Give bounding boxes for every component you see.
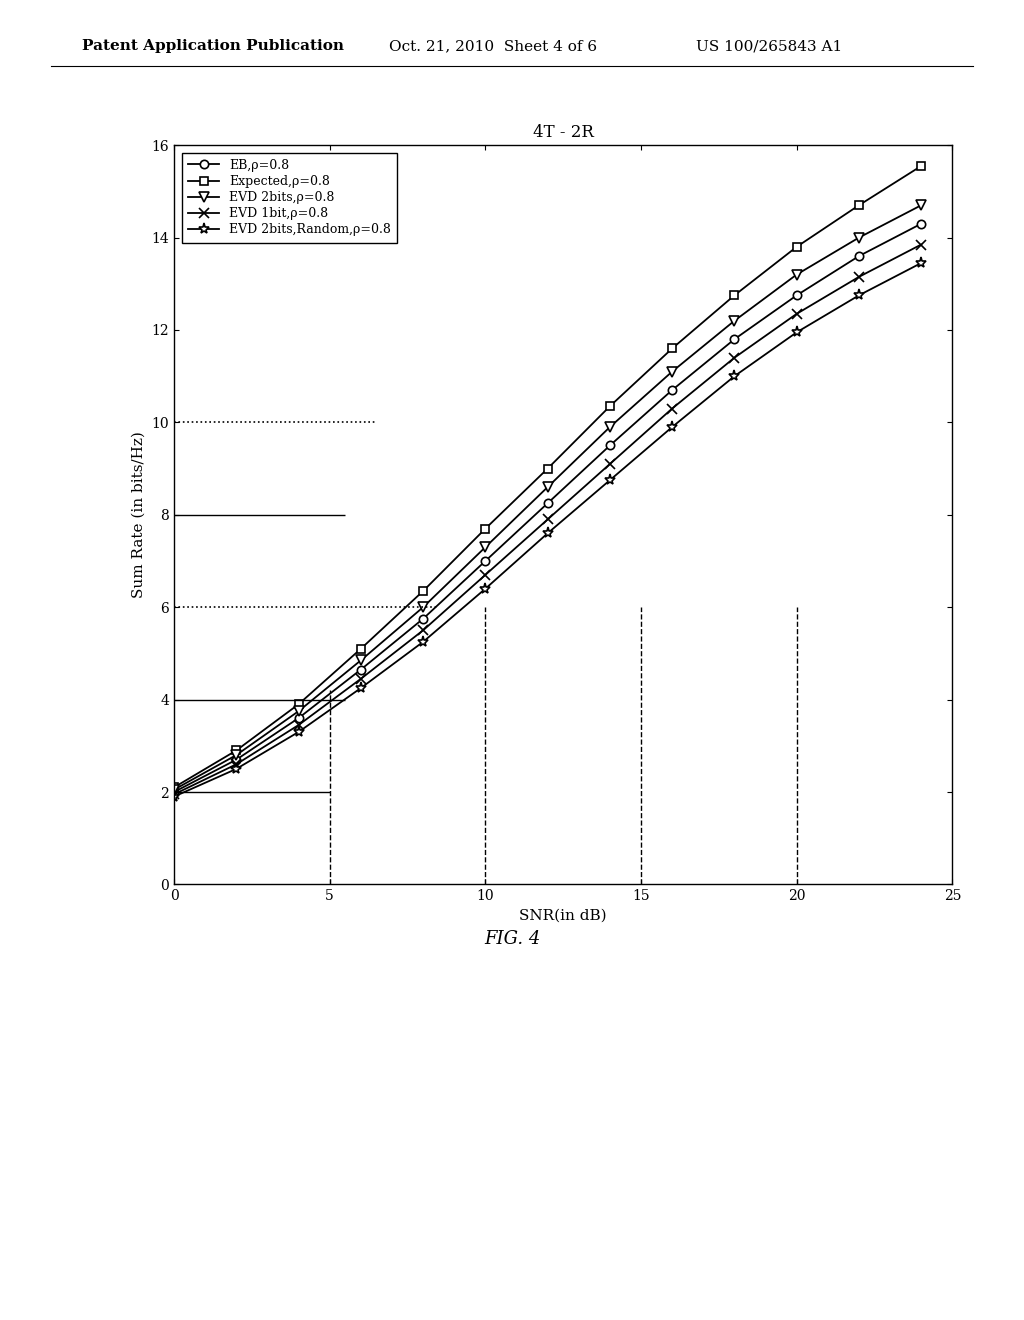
EVD 2bits,Random,ρ=0.8: [479, 581, 492, 597]
EVD 2bits,Random,ρ=0.8: [728, 368, 740, 384]
EB,ρ=0.8: [604, 437, 616, 453]
EVD 2bits,Random,ρ=0.8: [542, 525, 554, 541]
EB,ρ=0.8: [666, 383, 678, 399]
EVD 1bit,ρ=0.8: [479, 566, 492, 582]
EVD 2bits,Random,ρ=0.8: [791, 325, 803, 341]
EB,ρ=0.8: [354, 661, 367, 677]
EVD 2bits,ρ=0.8: [354, 652, 367, 668]
EVD 2bits,Random,ρ=0.8: [853, 288, 865, 304]
Expected,ρ=0.8: [853, 197, 865, 213]
EVD 2bits,Random,ρ=0.8: [417, 634, 429, 649]
EB,ρ=0.8: [915, 215, 928, 231]
EVD 2bits,ρ=0.8: [791, 267, 803, 282]
Expected,ρ=0.8: [666, 341, 678, 356]
EVD 2bits,ρ=0.8: [168, 781, 180, 797]
EVD 2bits,ρ=0.8: [417, 599, 429, 615]
Expected,ρ=0.8: [293, 696, 305, 711]
EVD 2bits,Random,ρ=0.8: [915, 255, 928, 271]
Expected,ρ=0.8: [791, 239, 803, 255]
EVD 2bits,ρ=0.8: [230, 747, 243, 763]
EVD 2bits,ρ=0.8: [479, 539, 492, 554]
Legend: EB,ρ=0.8, Expected,ρ=0.8, EVD 2bits,ρ=0.8, EVD 1bit,ρ=0.8, EVD 2bits,Random,ρ=0.: EB,ρ=0.8, Expected,ρ=0.8, EVD 2bits,ρ=0.…: [182, 153, 397, 243]
EVD 2bits,ρ=0.8: [728, 313, 740, 329]
Expected,ρ=0.8: [542, 461, 554, 477]
EB,ρ=0.8: [542, 495, 554, 511]
Expected,ρ=0.8: [417, 583, 429, 599]
EB,ρ=0.8: [791, 288, 803, 304]
EVD 1bit,ρ=0.8: [853, 269, 865, 285]
EVD 1bit,ρ=0.8: [915, 236, 928, 252]
EVD 2bits,ρ=0.8: [853, 230, 865, 246]
EVD 1bit,ρ=0.8: [666, 400, 678, 416]
EVD 2bits,Random,ρ=0.8: [230, 760, 243, 776]
EVD 2bits,ρ=0.8: [293, 704, 305, 719]
EVD 1bit,ρ=0.8: [168, 787, 180, 803]
X-axis label: SNR(in dB): SNR(in dB): [519, 908, 607, 923]
EVD 2bits,Random,ρ=0.8: [666, 418, 678, 434]
EVD 2bits,ρ=0.8: [915, 197, 928, 213]
EB,ρ=0.8: [168, 784, 180, 800]
EVD 1bit,ρ=0.8: [604, 455, 616, 471]
Text: FIG. 4: FIG. 4: [483, 929, 541, 948]
EVD 2bits,ρ=0.8: [666, 363, 678, 380]
EVD 2bits,Random,ρ=0.8: [354, 680, 367, 696]
EVD 2bits,ρ=0.8: [604, 418, 616, 434]
EVD 1bit,ρ=0.8: [542, 511, 554, 527]
Expected,ρ=0.8: [479, 520, 492, 536]
EB,ρ=0.8: [293, 710, 305, 726]
EVD 1bit,ρ=0.8: [728, 350, 740, 366]
EVD 2bits,Random,ρ=0.8: [604, 473, 616, 488]
EVD 1bit,ρ=0.8: [230, 756, 243, 772]
EB,ρ=0.8: [230, 751, 243, 767]
Expected,ρ=0.8: [728, 288, 740, 304]
EB,ρ=0.8: [479, 553, 492, 569]
EVD 1bit,ρ=0.8: [293, 717, 305, 733]
Line: EVD 2bits,Random,ρ=0.8: EVD 2bits,Random,ρ=0.8: [169, 257, 927, 803]
Line: EB,ρ=0.8: EB,ρ=0.8: [170, 219, 926, 796]
Y-axis label: Sum Rate (in bits/Hz): Sum Rate (in bits/Hz): [132, 432, 145, 598]
Expected,ρ=0.8: [168, 779, 180, 795]
EVD 1bit,ρ=0.8: [791, 306, 803, 322]
EB,ρ=0.8: [853, 248, 865, 264]
Title: 4T - 2R: 4T - 2R: [532, 124, 594, 141]
Expected,ρ=0.8: [230, 742, 243, 758]
Text: Oct. 21, 2010  Sheet 4 of 6: Oct. 21, 2010 Sheet 4 of 6: [389, 40, 597, 53]
EVD 1bit,ρ=0.8: [417, 622, 429, 638]
Expected,ρ=0.8: [915, 158, 928, 174]
Expected,ρ=0.8: [354, 640, 367, 656]
Text: Patent Application Publication: Patent Application Publication: [82, 40, 344, 53]
EVD 1bit,ρ=0.8: [354, 671, 367, 686]
Line: Expected,ρ=0.8: Expected,ρ=0.8: [170, 162, 926, 792]
Expected,ρ=0.8: [604, 399, 616, 414]
EVD 2bits,Random,ρ=0.8: [168, 788, 180, 804]
Text: US 100/265843 A1: US 100/265843 A1: [696, 40, 843, 53]
EB,ρ=0.8: [728, 331, 740, 347]
EB,ρ=0.8: [417, 611, 429, 627]
Line: EVD 1bit,ρ=0.8: EVD 1bit,ρ=0.8: [169, 240, 926, 799]
EVD 2bits,ρ=0.8: [542, 479, 554, 495]
EVD 2bits,Random,ρ=0.8: [293, 723, 305, 739]
Line: EVD 2bits,ρ=0.8: EVD 2bits,ρ=0.8: [169, 201, 926, 795]
